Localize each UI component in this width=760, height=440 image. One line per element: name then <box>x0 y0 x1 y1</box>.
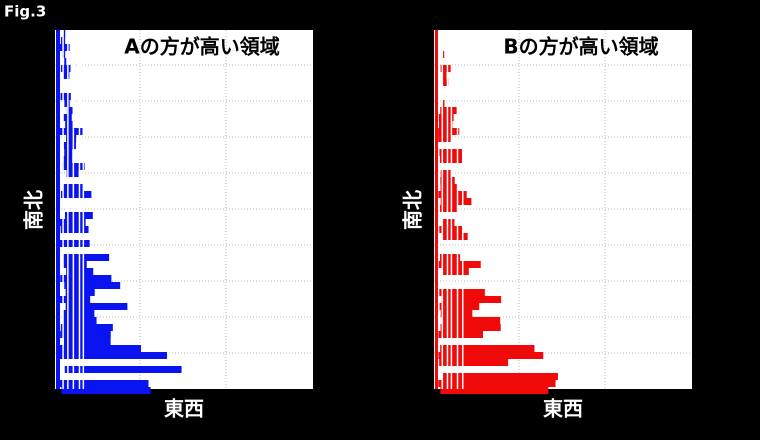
region <box>441 72 447 79</box>
region <box>60 275 112 282</box>
region <box>59 352 168 359</box>
x-axis-label: 東西 <box>164 397 204 421</box>
region <box>442 268 469 275</box>
region <box>63 142 76 149</box>
figure-label: Fig.3 <box>4 3 46 21</box>
region <box>441 296 502 303</box>
region <box>63 72 70 79</box>
region <box>59 345 141 352</box>
region <box>438 380 556 387</box>
region-gap <box>456 30 459 389</box>
region-gap <box>446 30 449 389</box>
region <box>60 226 89 233</box>
x-axis-label: 東西 <box>543 397 583 421</box>
region-gap <box>67 30 69 389</box>
region <box>440 310 473 317</box>
region <box>438 114 454 121</box>
region <box>62 261 87 268</box>
region <box>59 296 91 303</box>
region <box>62 30 66 37</box>
region <box>438 135 452 142</box>
region <box>438 128 460 135</box>
region <box>438 191 467 198</box>
region <box>442 79 449 86</box>
region-gap <box>78 30 81 389</box>
region <box>60 93 71 100</box>
region <box>56 30 60 389</box>
region <box>441 373 558 380</box>
region <box>59 240 90 247</box>
region <box>442 219 455 226</box>
region <box>441 233 468 240</box>
region <box>64 366 182 373</box>
region-gap <box>82 30 85 389</box>
region <box>439 303 480 310</box>
region <box>435 30 438 389</box>
region <box>441 317 501 324</box>
region <box>65 121 73 128</box>
region <box>439 205 458 212</box>
y-axis-label: 南北 <box>401 190 425 230</box>
region <box>442 51 445 58</box>
region <box>440 65 451 72</box>
region <box>438 261 481 268</box>
region <box>438 352 544 359</box>
region <box>65 303 128 310</box>
region <box>62 254 110 261</box>
region <box>60 65 71 72</box>
region <box>440 184 458 191</box>
region-gap <box>72 30 75 389</box>
region <box>440 345 535 352</box>
region <box>438 121 453 128</box>
region <box>59 44 70 51</box>
region <box>440 198 472 205</box>
region <box>66 135 77 142</box>
region <box>440 324 501 331</box>
region <box>440 387 549 394</box>
region <box>440 170 451 177</box>
region <box>59 380 149 387</box>
region <box>59 219 86 226</box>
region <box>59 128 83 135</box>
region-gap <box>441 30 444 389</box>
region <box>439 254 461 261</box>
region-gap <box>450 30 453 389</box>
region <box>64 58 67 65</box>
y-axis-label: 南北 <box>22 190 46 230</box>
region-gap <box>461 30 464 389</box>
region <box>64 282 121 289</box>
region <box>66 107 73 114</box>
region <box>60 191 92 198</box>
region <box>64 100 70 107</box>
region-gap <box>62 30 64 389</box>
region <box>63 338 111 345</box>
region <box>60 324 113 331</box>
region <box>61 387 151 394</box>
region <box>62 310 95 317</box>
region <box>440 107 457 114</box>
region <box>438 331 483 338</box>
region <box>60 331 111 338</box>
region <box>439 359 509 366</box>
panel-title: Aの方が高い領域 <box>124 35 279 59</box>
panel-title: Bの方が高い領域 <box>503 35 658 59</box>
